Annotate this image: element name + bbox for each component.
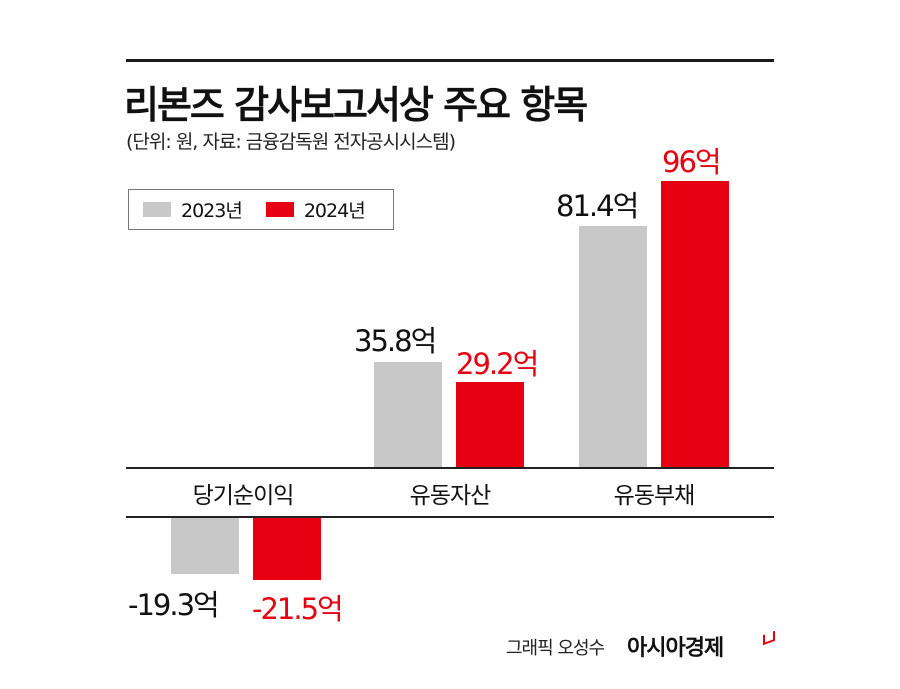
bar-current-assets-2023: [374, 362, 442, 467]
legend-swatch-gray: [143, 202, 171, 217]
value-net-income-2024: -21.5억: [252, 592, 344, 626]
bar-current-liabilities-2023: [579, 226, 647, 467]
legend-label-2023: 2023년: [181, 200, 243, 222]
value-net-income-2023: -19.3억: [128, 588, 220, 622]
graphic-credit: 그래픽 오성수: [506, 638, 605, 659]
bar-net-income-2023: [171, 518, 239, 574]
value-current-liabilities-2023: 81.4억: [556, 189, 639, 223]
chart-subtitle: (단위: 원, 자료: 금융감독원 전자공시시스템): [126, 131, 456, 153]
bar-current-assets-2024: [456, 382, 524, 467]
value-current-liabilities-2024: 96억: [662, 145, 722, 179]
value-current-assets-2023: 35.8억: [354, 324, 437, 358]
chart-title: 리본즈 감사보고서상 주요 항목: [124, 83, 588, 127]
legend-label-2024: 2024년: [303, 200, 366, 222]
value-current-assets-2024: 29.2억: [456, 347, 539, 381]
category-current-assets: 유동자산: [409, 483, 492, 509]
bar-current-liabilities-2024: [661, 181, 729, 467]
legend: 2023년 2024년: [128, 189, 394, 230]
category-current-liabilities: 유동부채: [613, 483, 696, 509]
lower-baseline: [126, 516, 774, 518]
brand-logo-text: 아시아경제: [627, 636, 724, 661]
bar-net-income-2024: [253, 518, 321, 580]
brand-mark-icon: [763, 630, 775, 646]
legend-swatch-red: [265, 202, 294, 217]
legend-item-2024: 2024년: [265, 196, 366, 223]
category-net-income: 당기순이익: [192, 483, 295, 509]
upper-baseline: [126, 467, 774, 469]
legend-item-2023: 2023년: [143, 196, 243, 223]
title-rule: [126, 59, 774, 62]
